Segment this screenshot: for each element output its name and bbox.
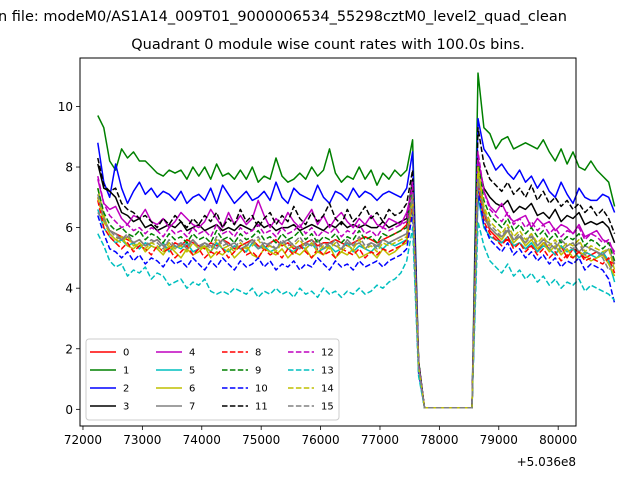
x-tick-label: 73000 [123, 433, 161, 447]
series-line-4 [97, 157, 616, 409]
series-line-14 [97, 166, 616, 409]
chart-title: Quadrant 0 module wise count rates with … [131, 37, 525, 53]
series-line-8 [97, 181, 616, 409]
y-tick-label: 0 [65, 403, 73, 417]
series-line-12 [97, 151, 616, 409]
legend-label-12: 12 [321, 348, 334, 359]
series-line-10 [97, 190, 616, 409]
legend-label-6: 6 [189, 384, 195, 395]
legend-label-5: 5 [189, 366, 195, 377]
legend-label-15: 15 [321, 402, 334, 413]
series-line-1 [97, 72, 616, 409]
series-line-11 [97, 126, 616, 409]
series-line-5 [97, 196, 616, 409]
x-tick-label: 74000 [183, 433, 221, 447]
x-tick-label: 78000 [420, 433, 458, 447]
series-line-15 [97, 178, 616, 409]
legend-label-13: 13 [321, 366, 334, 377]
series-line-13 [97, 220, 616, 409]
series-line-6 [97, 172, 616, 409]
series-line-2 [97, 117, 616, 409]
legend-label-3: 3 [123, 402, 129, 413]
x-tick-label: 72000 [64, 433, 102, 447]
plot-frame [79, 57, 577, 427]
legend-label-4: 4 [189, 348, 195, 359]
series-line-3 [97, 160, 616, 409]
x-tick-label: 75000 [242, 433, 280, 447]
y-tick-label: 10 [58, 100, 73, 114]
x-tick-label: 79000 [480, 433, 518, 447]
y-tick-label: 4 [65, 282, 73, 296]
x-axis-ticks: 72000 73000 74000 75000 76000 77000 78000 79000… [64, 426, 577, 447]
x-tick-label: 76000 [301, 433, 339, 447]
legend-label-9: 9 [255, 366, 261, 377]
x-offset-label: +5.036e8 [517, 455, 576, 469]
legend-label-1: 1 [123, 366, 129, 377]
legend-label-11: 11 [255, 402, 268, 413]
x-tick-label: 77000 [361, 433, 399, 447]
figure-suptitle: n file: modeM0/AS1A14_009T01_9000006534_… [0, 9, 567, 25]
legend-label-10: 10 [255, 384, 268, 395]
legend-label-0: 0 [123, 348, 129, 359]
legend-box [85, 338, 340, 421]
legend-label-8: 8 [255, 348, 261, 359]
legend-label-2: 2 [123, 384, 129, 395]
series-line-9 [97, 160, 616, 409]
y-tick-label: 2 [65, 342, 73, 356]
plot-lines [97, 72, 616, 409]
y-axis-ticks: 0 2 4 6 8 10 [58, 100, 80, 417]
y-tick-label: 6 [65, 221, 73, 235]
y-tick-label: 8 [65, 161, 73, 175]
legend-label-7: 7 [189, 402, 195, 413]
legend-label-14: 14 [321, 384, 334, 395]
x-tick-label: 80000 [539, 433, 577, 447]
